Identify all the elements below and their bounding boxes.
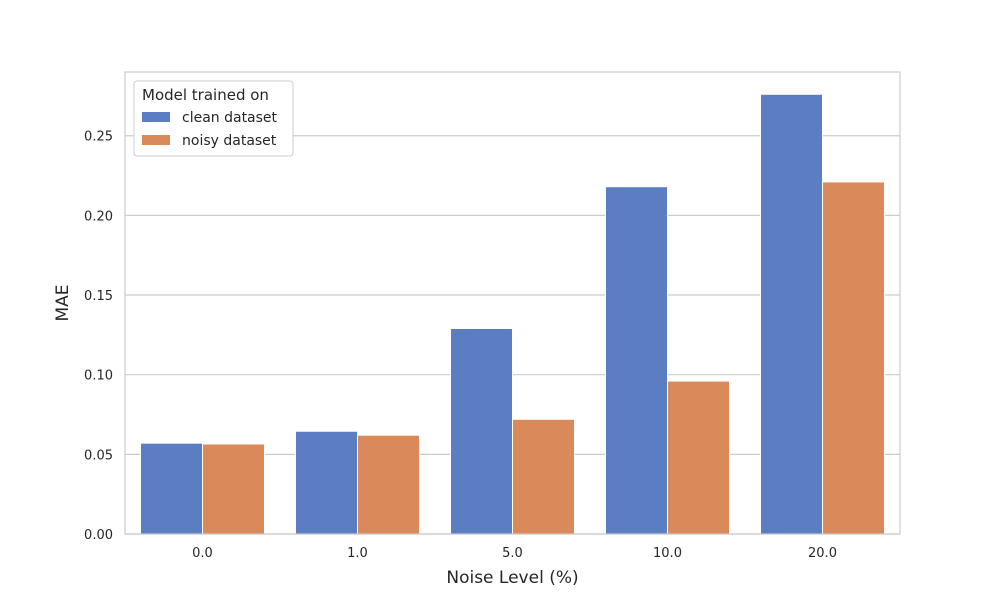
x-tick-label: 10.0 xyxy=(653,546,682,561)
y-tick-label: 0.15 xyxy=(84,289,113,304)
y-tick-labels: 0.00 0.05 0.10 0.15 0.20 0.25 xyxy=(84,130,113,543)
bar-clean-dataset-5.0 xyxy=(450,327,513,535)
x-tick-label: 1.0 xyxy=(347,546,368,561)
bar-noisy-dataset-20.0 xyxy=(822,181,885,535)
x-tick-label: 5.0 xyxy=(502,546,523,561)
y-axis-title: MAE xyxy=(53,284,73,321)
legend-items: clean dataset noisy dataset xyxy=(142,110,278,149)
bar-noisy-dataset-10.0 xyxy=(667,380,730,535)
y-tick-label: 0.05 xyxy=(84,448,113,463)
legend-swatch xyxy=(142,135,170,145)
bar-noisy-dataset-1.0 xyxy=(357,434,420,535)
y-tick-label: 0.20 xyxy=(84,209,113,224)
legend-box xyxy=(133,80,294,157)
bar-noisy-dataset-0.0 xyxy=(202,443,265,535)
bar-clean-dataset-10.0 xyxy=(605,186,668,535)
x-tick-label: 0.0 xyxy=(192,546,213,561)
bar-clean-dataset-1.0 xyxy=(295,430,358,535)
y-tick-label: 0.10 xyxy=(84,369,113,384)
y-tick-label: 0.00 xyxy=(84,528,113,543)
legend: Model trained on clean dataset noisy data… xyxy=(133,80,294,157)
x-tick-labels: 0.0 1.0 5.0 10.0 20.0 xyxy=(192,546,837,561)
legend-title: Model trained on xyxy=(142,86,269,104)
x-axis-title: Noise Level (%) xyxy=(446,568,578,588)
y-tick-label: 0.25 xyxy=(84,130,113,145)
bar-clean-dataset-20.0 xyxy=(760,93,823,535)
bars xyxy=(140,93,885,535)
x-tick-label: 20.0 xyxy=(808,546,837,561)
legend-label: clean dataset xyxy=(182,110,278,126)
legend-label: noisy dataset xyxy=(182,133,277,149)
legend-swatch xyxy=(142,112,170,122)
bar-noisy-dataset-5.0 xyxy=(512,418,575,535)
bar-clean-dataset-0.0 xyxy=(140,442,203,535)
plot-frame xyxy=(124,71,901,535)
